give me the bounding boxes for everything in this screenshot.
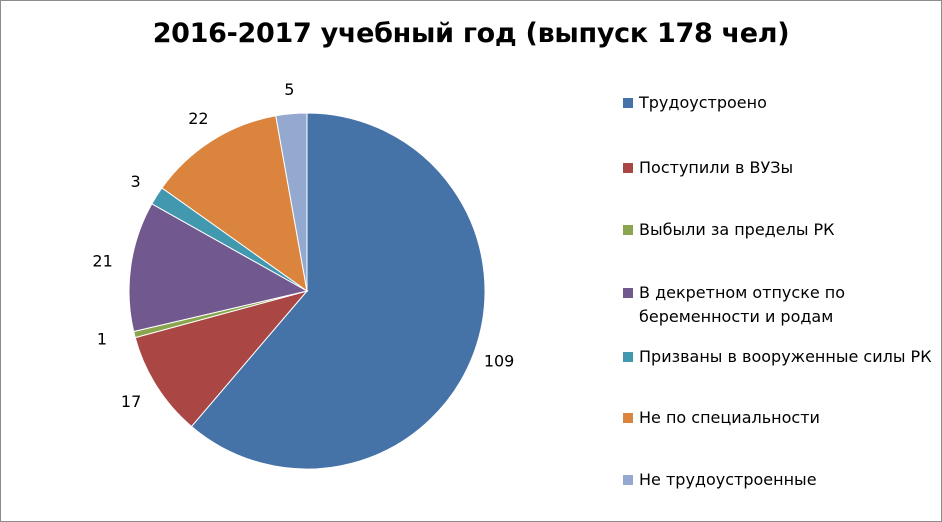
chart-title: 2016-2017 учебный год (выпуск 178 чел) bbox=[152, 18, 790, 49]
legend-swatch-icon bbox=[623, 413, 633, 423]
data-label-7: 5 bbox=[284, 80, 294, 99]
pie-slices bbox=[128, 112, 486, 470]
legend-swatch-icon bbox=[623, 225, 633, 235]
pie-slice-4 bbox=[128, 203, 309, 333]
data-label-1: 109 bbox=[484, 351, 515, 370]
legend-label: Выбыли за пределы РК bbox=[639, 220, 835, 239]
data-label-2: 17 bbox=[121, 392, 141, 411]
pie-slice-1 bbox=[190, 112, 486, 470]
pie-data-labels: 109 17 1 21 3 22 5 bbox=[92, 80, 514, 411]
data-label-4: 21 bbox=[92, 251, 112, 270]
legend-label: Призваны в вооруженные силы РК bbox=[639, 347, 932, 366]
legend-label: Поступили в ВУЗы bbox=[639, 158, 794, 177]
legend-swatch-icon bbox=[623, 98, 633, 108]
legend-swatch-icon bbox=[623, 288, 633, 298]
pie-slice-7 bbox=[275, 112, 308, 292]
legend-label: В декретном отпуске по беременности и ро… bbox=[639, 283, 846, 326]
legend-label: Не по специальности bbox=[639, 408, 820, 427]
legend-label: Трудоустроено bbox=[639, 93, 767, 112]
legend-swatch-icon bbox=[623, 352, 633, 362]
data-label-5: 3 bbox=[131, 172, 141, 191]
legend-label: Не трудоустроенные bbox=[639, 470, 817, 489]
legend-swatch-icon bbox=[623, 163, 633, 173]
data-label-3: 1 bbox=[97, 330, 107, 349]
pie-slice-6 bbox=[161, 115, 308, 293]
pie-slice-2 bbox=[134, 290, 309, 428]
legend-swatch-icon bbox=[623, 475, 633, 485]
data-label-6: 22 bbox=[188, 109, 208, 128]
